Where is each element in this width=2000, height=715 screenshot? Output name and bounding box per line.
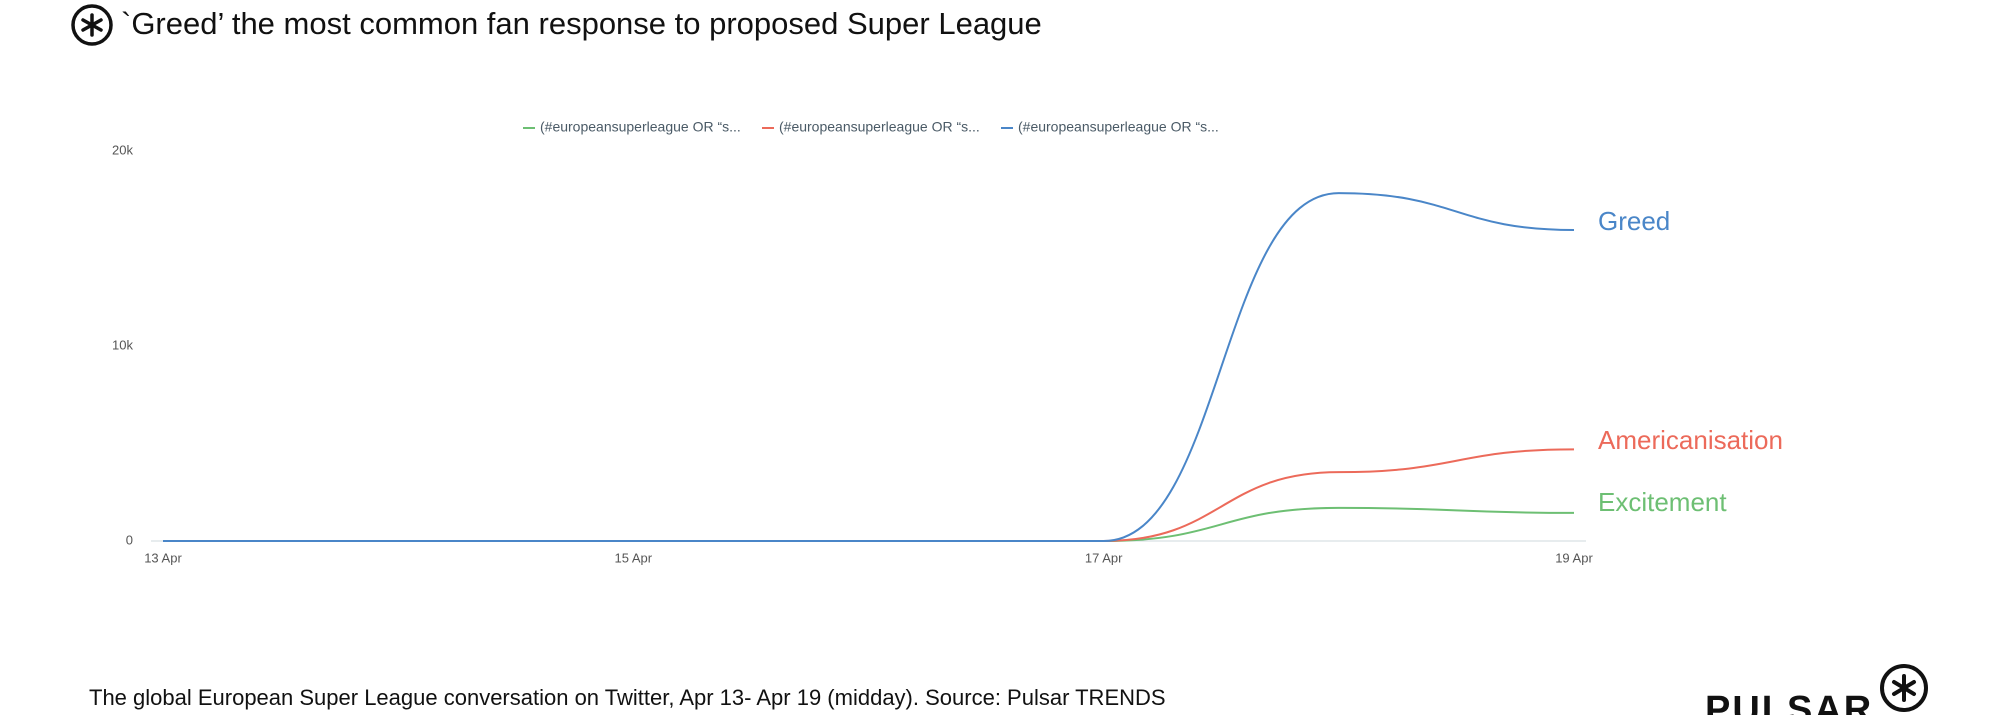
brand: PULSAR [1705,689,1873,715]
series-end-label: Greed [1598,206,1670,236]
x-tick-label: 17 Apr [1085,550,1123,565]
x-tick-label: 19 Apr [1555,550,1593,565]
brand-icon [1880,664,1928,712]
y-tick-label: 10k [112,337,133,352]
chart-title: `Greed’ the most common fan response to … [121,6,1042,41]
series-end-label: Americanisation [1598,425,1783,455]
y-tick-label: 20k [112,142,133,157]
y-tick-label: 0 [126,532,133,547]
x-tick-label: 15 Apr [615,550,653,565]
caption: The global European Super League convers… [89,685,1166,710]
line [162,506,1575,542]
line [162,448,1575,542]
x-tick-label: 13 Apr [144,550,182,565]
legend-label: (#europeansuperleague OR “s... [1018,119,1219,135]
series-end-label: Excitement [1598,487,1727,517]
legend-label: (#europeansuperleague OR “s... [540,119,741,135]
logo-icon [71,4,113,46]
line [162,192,1575,542]
legend-label: (#europeansuperleague OR “s... [779,119,980,135]
